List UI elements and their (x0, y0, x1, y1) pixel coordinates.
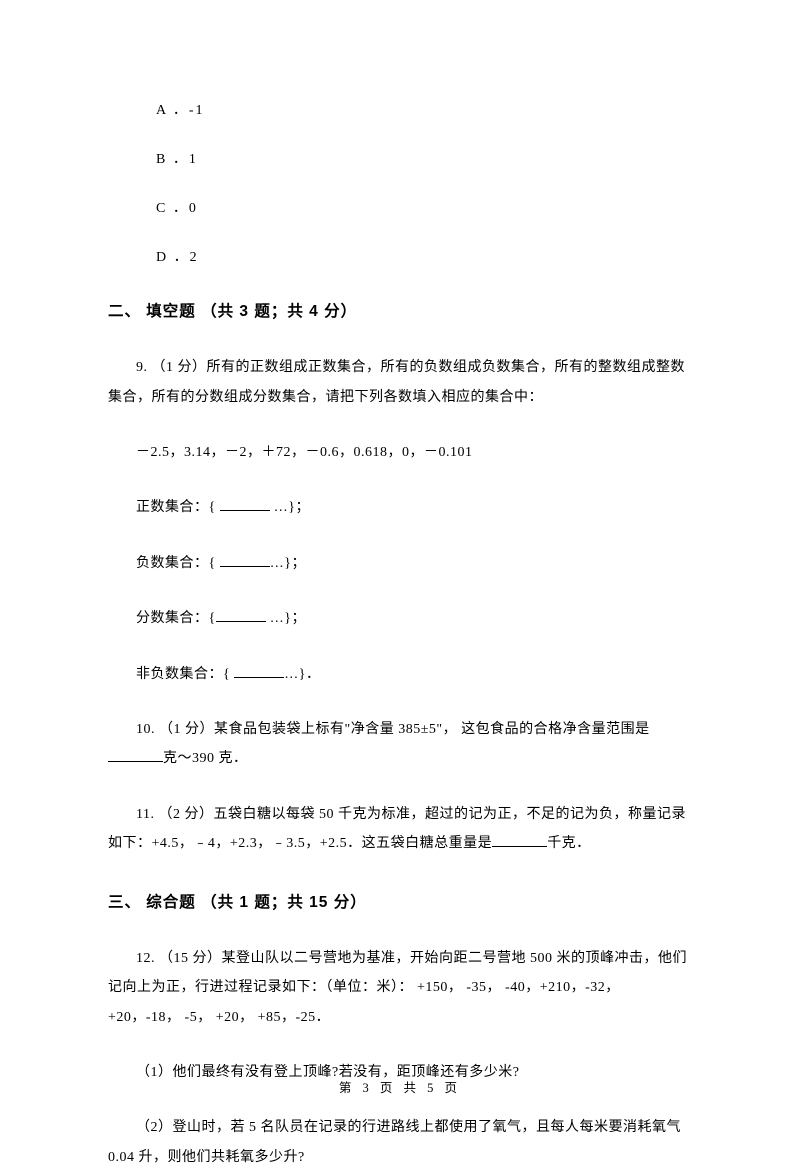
q12-text: 12. （15 分）某登山队以二号营地为基准，开始向距二号营地 500 米的顶峰… (108, 944, 692, 1032)
blank (220, 553, 270, 567)
document-body: A ．-1 B ．1 C ．0 D ．2 二、 填空题 （共 3 题；共 4 分… (108, 100, 692, 1172)
q9-set-fraction: 分数集合：{ …}； (108, 604, 692, 633)
option-d: D ．2 (156, 247, 692, 268)
q9-set-positive: 正数集合：{ …}； (108, 493, 692, 522)
option-a: A ．-1 (156, 100, 692, 121)
q9-nn-a: 非负数集合：{ (136, 667, 234, 682)
blank (216, 608, 266, 622)
section-3-heading: 三、 综合题 （共 1 题；共 15 分） (108, 891, 692, 914)
section-2-heading: 二、 填空题 （共 3 题；共 4 分） (108, 300, 692, 323)
q9-text: 9. （1 分）所有的正数组成正数集合，所有的负数组成负数集合，所有的整数组成整… (108, 353, 692, 412)
q9-frac-b: …}； (266, 611, 306, 626)
blank (108, 748, 163, 762)
blank (492, 833, 547, 847)
q12-sub2: （2）登山时，若 5 名队员在记录的行进路线上都使用了氧气，且每人每米要消耗氧气… (108, 1113, 692, 1172)
blank (220, 497, 270, 511)
q9-pos-b: …}； (270, 500, 310, 515)
q9-pos-a: 正数集合：{ (136, 500, 220, 515)
q9-neg-a: 负数集合：{ (136, 556, 220, 571)
option-c: C ．0 (156, 198, 692, 219)
q10-a: 10. （1 分）某食品包装袋上标有"净含量 385±5"， 这包食品的合格净含… (136, 722, 650, 737)
q10-b: 克～390 克． (163, 751, 248, 766)
q11-b: 千克． (547, 836, 591, 851)
option-b: B ．1 (156, 149, 692, 170)
q9-numbers: －2.5，3.14，－2，＋72，－0.6，0.618，0，－0.101 (108, 438, 692, 467)
page-footer: 第 3 页 共 5 页 (0, 1077, 800, 1096)
q11-text: 11. （2 分）五袋白糖以每袋 50 千克为标准，超过的记为正，不足的记为负，… (108, 800, 692, 859)
q9-nn-b: …}． (284, 667, 320, 682)
blank (234, 664, 284, 678)
q9-set-negative: 负数集合：{ …}； (108, 549, 692, 578)
q9-neg-b: …}； (270, 556, 306, 571)
q9-set-nonneg: 非负数集合：{ …}． (108, 660, 692, 689)
q10-cont: 克～390 克． (108, 744, 692, 773)
q10-text: 10. （1 分）某食品包装袋上标有"净含量 385±5"， 这包食品的合格净含… (108, 715, 692, 744)
q9-frac-a: 分数集合：{ (136, 611, 216, 626)
q11-a: 11. （2 分）五袋白糖以每袋 50 千克为标准，超过的记为正，不足的记为负，… (108, 807, 686, 851)
